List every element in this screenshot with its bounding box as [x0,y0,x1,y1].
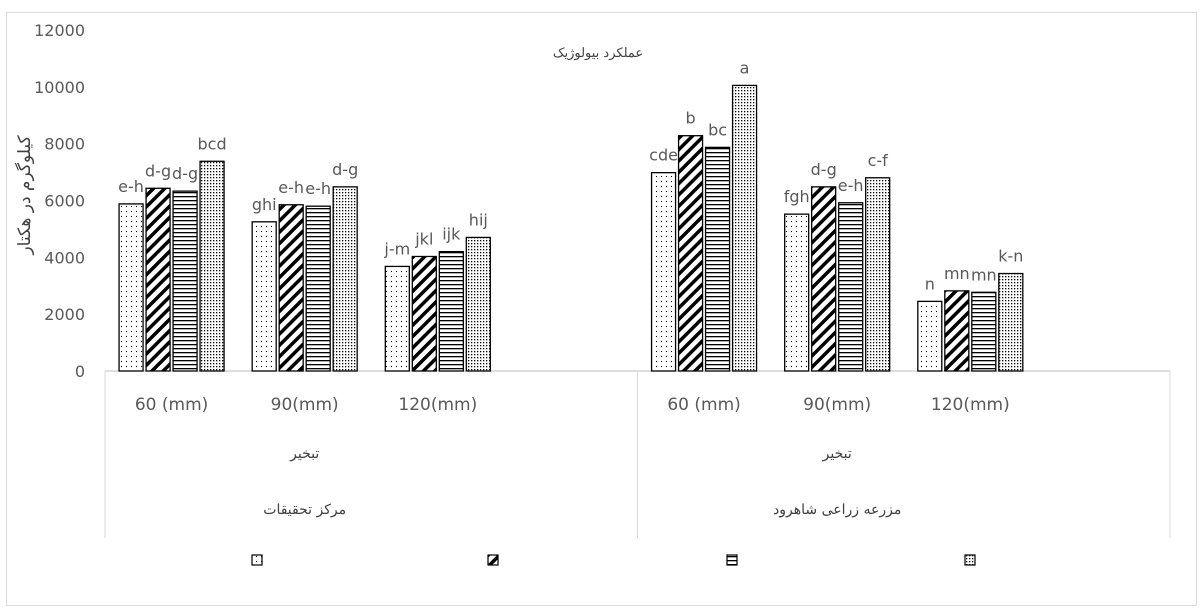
group-label: مزرعه زراعی شاهرود [773,502,901,518]
bar [838,202,864,372]
bar-data-label: k-n [998,247,1023,266]
bar-data-label: mn [971,265,997,284]
chart-title: عملکرد بیولوژیک [553,46,643,61]
bars [118,84,1024,372]
bar-data-label: mn [944,264,970,283]
bar [704,146,731,372]
y-tick-label: 4000 [44,248,85,267]
bar [731,84,758,372]
y-tick-label: 12000 [34,21,85,40]
bar [784,213,810,372]
bar-data-label: d-g [811,160,837,179]
y-tick-label: 8000 [44,135,85,154]
bar [305,205,331,372]
bar [199,160,225,372]
bar [145,187,171,372]
bar-data-label: bc [708,120,727,139]
bar-data-label: j-m [383,239,410,258]
group-sublabel: تبخیر [822,446,852,462]
bar [465,236,491,372]
bar-data-label: hij [469,210,488,229]
bar-data-label: e-h [118,177,144,196]
y-tick-label: 10000 [34,78,85,97]
bar-data-label: ghi [252,195,277,214]
x-tick-label: 60 (mm) [135,395,208,415]
x-tick-label: 60 (mm) [667,395,740,415]
bar-data-label: d-g [172,164,198,183]
bar-data-label: cde [649,146,678,165]
bar-data-label: a [740,58,750,77]
group-label: مرکز تحقیقات [263,502,346,518]
bar-data-label: d-g [145,161,171,180]
y-tick-label: 6000 [44,192,85,211]
bar-data-label: c-f [868,151,889,170]
bar-data-label: bcd [198,134,227,153]
bar-data-label: b [685,109,695,128]
bar [251,221,277,372]
x-tick-label: 90(mm) [271,395,339,415]
bar-data-label: e-h [305,179,331,198]
bar [998,272,1024,372]
y-axis-label: کیلوگرم در هکتار [14,135,35,256]
bar [650,172,677,372]
bar-data-label: fgh [784,187,810,206]
bar-data-label: e-h [838,176,864,195]
y-tick-label: 0 [75,362,85,381]
bar [917,300,943,372]
y-tick-label: 2000 [44,305,85,324]
x-tick-label: 120(mm) [931,395,1010,415]
bar [677,135,704,372]
x-tick-label: 120(mm) [398,395,477,415]
group-sublabel: تبخیر [289,446,319,462]
bar-data-label: d-g [332,160,358,179]
bar-data-label: e-h [278,178,304,197]
bar [172,190,198,372]
legend-swatch [487,554,499,566]
x-tick-label: 90(mm) [803,395,871,415]
legend-swatch [251,554,263,566]
y-axis: 0 2000 4000 6000 8000 10000 12000 [34,21,85,381]
legend-swatch [964,554,976,566]
bar [384,265,410,372]
legend-swatch [726,554,738,566]
bar [811,186,837,372]
bar [971,291,997,372]
legend [251,554,976,566]
bar [438,250,464,372]
bar-data-label: n [925,274,935,293]
bar [278,204,304,372]
bar-data-label: jkl [414,229,433,248]
x-axis: 60 (mm) 90(mm) 120(mm) تبخیر مرکز تحقیقات 60 … [104,370,1171,538]
bar [332,186,358,372]
bar [865,177,891,372]
bar [118,203,144,372]
bar [411,255,437,372]
bar-data-label: ijk [442,225,461,244]
bar [944,290,970,372]
